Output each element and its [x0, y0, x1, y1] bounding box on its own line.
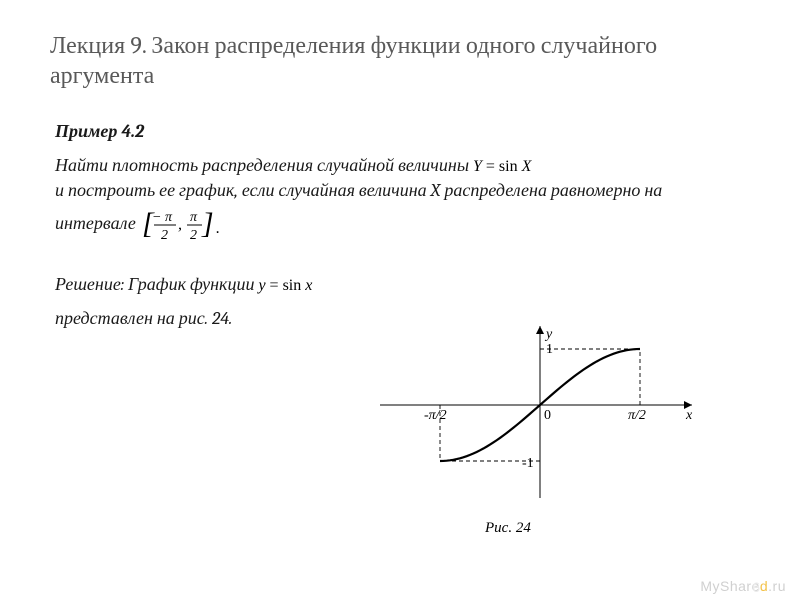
- sym-eq2: =: [266, 277, 283, 294]
- svg-text:1: 1: [546, 342, 553, 357]
- wm-accent: d: [760, 578, 768, 594]
- svg-text:-1: -1: [522, 456, 534, 471]
- figure-caption: Рис. 24: [485, 520, 531, 537]
- p1-text-1: Найти плотность распределения случайной …: [55, 155, 473, 176]
- wm-pre: MyShare: [700, 578, 760, 594]
- sym-y: y: [258, 277, 265, 294]
- sym-X: X: [522, 158, 532, 175]
- formula-y-sinx: y = sin x: [258, 277, 312, 294]
- pi-top: π: [190, 210, 198, 225]
- comma: ,: [178, 216, 182, 233]
- slide-body: Пример 4.2 Найти плотность распределения…: [55, 120, 740, 341]
- slide-title: Лекция 9. Закон распределения функции од…: [50, 30, 740, 90]
- example-label: Пример 4.2: [55, 120, 740, 144]
- svg-text:y: y: [544, 327, 553, 342]
- svg-text:0: 0: [544, 408, 551, 423]
- sym-eq: =: [482, 158, 499, 175]
- svg-text:π/2: π/2: [628, 408, 646, 423]
- sym-sin2: sin: [283, 277, 306, 294]
- slide: Лекция 9. Закон распределения функции од…: [0, 0, 800, 600]
- neg-pi-top: − π: [152, 210, 173, 225]
- two-bottom-2: 2: [190, 228, 197, 243]
- page-number: 6: [752, 579, 760, 595]
- sym-Y: Y: [473, 158, 482, 175]
- sym-x: x: [305, 277, 312, 294]
- sin-graph: y1 -1 -π/2 π/2 x 0: [370, 320, 700, 510]
- paragraph-2: Решение: График функции y = sin x: [55, 273, 740, 297]
- paragraph-1: Найти плотность распределения случайной …: [55, 154, 740, 247]
- two-bottom-1: 2: [161, 228, 168, 243]
- svg-text:-π/2: -π/2: [424, 408, 447, 423]
- svg-text:x: x: [685, 408, 693, 423]
- formula-Y-sinX: Y = sin X: [473, 158, 531, 175]
- p2-text-1: Решение: График функции: [55, 274, 258, 295]
- wm-post: .ru: [768, 578, 786, 594]
- sym-sin: sin: [499, 158, 522, 175]
- bracket-right: ]: [201, 207, 214, 240]
- dot: .: [216, 220, 220, 237]
- watermark: MyShared.ru: [700, 578, 786, 594]
- interval-formula: [ − π 2 , π 2 ] .: [140, 203, 226, 247]
